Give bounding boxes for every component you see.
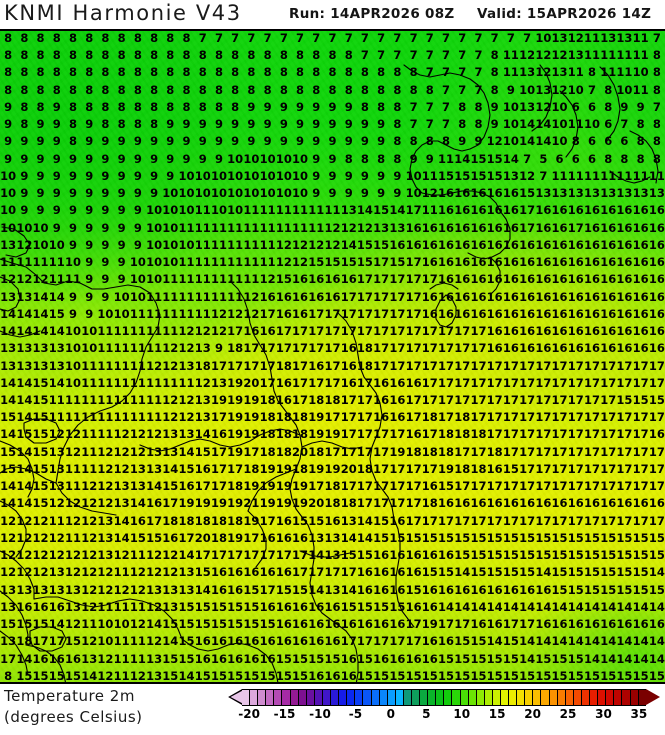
colorbar-swatch <box>638 690 646 705</box>
header-bar: KNMI Harmonie V43 Run: 14APR2026 08Z Val… <box>0 0 665 30</box>
colorbar-swatch <box>581 690 591 705</box>
colorbar-swatch <box>444 690 453 705</box>
colorbar-swatch <box>314 690 323 705</box>
colorbar-swatch <box>598 690 607 705</box>
colorbar-tick: 15 <box>488 707 506 721</box>
colorbar-swatch <box>347 690 356 705</box>
colorbar-swatch <box>565 690 574 705</box>
colorbar-tick: 5 <box>422 707 431 721</box>
colorbar-swatch <box>395 690 404 705</box>
colorbar-swatch <box>250 690 259 705</box>
run-time-label: Run: 14APR2026 08Z <box>289 6 455 22</box>
colorbar-swatch <box>290 690 299 705</box>
colorbar-swatch <box>298 690 307 705</box>
model-title: KNMI Harmonie V43 <box>4 1 242 25</box>
legend-units-label: (degrees Celsius) <box>4 708 143 726</box>
colorbar-swatch <box>379 690 388 705</box>
colorbar-swatch <box>525 690 534 705</box>
colorbar-swatch <box>339 690 348 705</box>
colorbar-swatch <box>614 690 623 705</box>
colorbar-swatch <box>517 690 526 705</box>
colorbar-swatch <box>468 690 477 705</box>
colorbar-swatch <box>411 690 421 705</box>
colorbar-swatch <box>420 690 429 705</box>
colorbar-swatch <box>492 690 501 705</box>
colorbar-swatch <box>355 690 364 705</box>
colorbar-swatch <box>266 690 275 705</box>
colorbar-swatch <box>403 690 412 705</box>
legend-bar: Temperature 2m (degrees Celsius) -20 -15-… <box>0 684 665 735</box>
valid-time-label: Valid: 15APR2026 14Z <box>477 6 652 22</box>
colorbar-swatch <box>282 690 291 705</box>
colorbar-tick: -20 <box>238 707 260 721</box>
colorbar-tick: 0 <box>386 707 396 721</box>
colorbar-swatch <box>306 690 315 705</box>
colorbar-swatch <box>533 690 542 705</box>
colorbar-swatch <box>363 690 372 705</box>
colorbar-swatch <box>436 690 445 705</box>
colorbar-tick: -5 <box>348 707 363 721</box>
colorbar-swatch <box>322 690 332 705</box>
colorbar-under-arrow <box>228 689 242 705</box>
colorbar-swatch <box>242 690 251 705</box>
colorbar-swatch <box>331 690 340 705</box>
colorbar-tick: -15 <box>273 707 296 721</box>
colorbar-swatch <box>606 690 615 705</box>
colorbar-swatch <box>573 690 582 705</box>
colorbar-tick: 25 <box>559 707 577 721</box>
colorbar[interactable]: -20 -15 -10 -5 0 5 10 15 20 25 30 35 <box>228 689 660 729</box>
colorbar-tick: 35 <box>630 707 648 721</box>
colorbar-swatch <box>452 690 461 705</box>
colorbar-swatch <box>509 690 518 705</box>
colorbar-swatch <box>630 690 639 705</box>
colorbar-swatch <box>387 690 396 705</box>
colorbar-swatch <box>484 690 493 705</box>
legend-variable-label: Temperature 2m <box>4 687 135 705</box>
colorbar-swatch <box>371 690 380 705</box>
colorbar-swatch <box>557 690 566 705</box>
colorbar-swatch <box>590 690 599 705</box>
colorbar-tick: 10 <box>453 707 471 721</box>
colorbar-swatch <box>428 690 437 705</box>
colorbar-swatch <box>622 690 631 705</box>
colorbar-tick: -10 <box>309 707 331 721</box>
colorbar-tick-labels: -20 -15 -10 -5 0 5 10 15 20 25 30 35 <box>238 707 648 723</box>
colorbar-swatch <box>476 690 485 705</box>
colorbar-swatch <box>274 690 283 705</box>
colorbar-swatch <box>258 690 267 705</box>
colorbar-swatch <box>541 690 550 705</box>
colorbar-tick: 30 <box>595 707 612 721</box>
temperature-field <box>0 31 665 682</box>
colorbar-swatch <box>460 690 469 705</box>
temperature-map-panel[interactable]: 8 8 8 8 8 8 8 8 8 8 8 8 7 7 7 7 7 7 7 7 7 7 7 7 7 7 7 7 7 7 7 7 7 10 13 12 1… <box>0 29 665 684</box>
colorbar-swatches[interactable] <box>242 689 646 706</box>
colorbar-swatch <box>549 690 558 705</box>
colorbar-over-arrow <box>646 689 660 705</box>
colorbar-swatch <box>501 690 510 705</box>
field-noise-texture <box>0 31 665 682</box>
colorbar-tick: 20 <box>524 707 541 721</box>
